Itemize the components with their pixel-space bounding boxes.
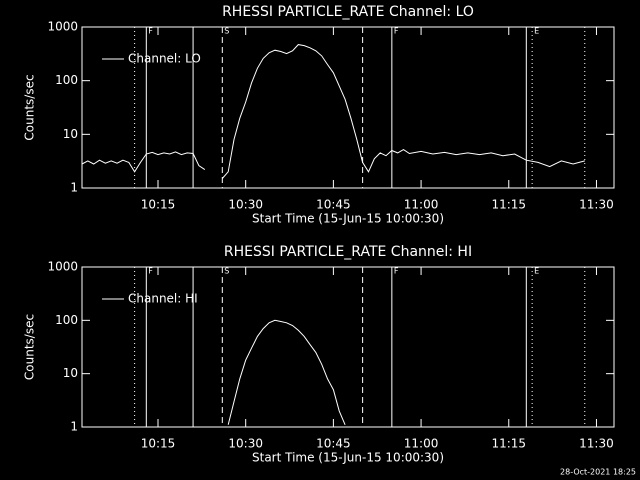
- x-tick-label: 10:15: [141, 198, 176, 212]
- x-tick-label: 10:30: [228, 437, 263, 451]
- x-tick-label: 11:00: [404, 437, 439, 451]
- chart-title: RHESSI PARTICLE_RATE Channel: HI: [224, 244, 472, 260]
- time-marker-label: E: [534, 267, 539, 276]
- x-tick-label: 11:30: [579, 437, 614, 451]
- time-marker-label: F: [148, 27, 153, 36]
- plot-frame: [81, 26, 615, 189]
- legend-label: Channel: LO: [128, 52, 201, 66]
- x-tick-label: 11:00: [404, 198, 439, 212]
- y-tick-label: 100: [55, 313, 78, 327]
- x-tick-label: 10:45: [316, 198, 351, 212]
- y-tick-label: 100: [55, 73, 78, 87]
- x-tick-label: 11:30: [579, 198, 614, 212]
- y-tick-label: 1: [70, 181, 78, 195]
- data-line: [81, 44, 585, 179]
- x-tick-label: 10:15: [141, 437, 176, 451]
- time-marker-label: S: [224, 267, 229, 276]
- x-tick-label: 11:15: [491, 437, 526, 451]
- time-marker-label: F: [394, 27, 399, 36]
- chart-title: RHESSI PARTICLE_RATE Channel: LO: [222, 4, 474, 20]
- x-tick-label: 11:15: [491, 198, 526, 212]
- y-axis-label: Counts/sec: [23, 314, 37, 380]
- y-tick-label: 10: [63, 127, 78, 141]
- y-tick-label: 1: [70, 420, 78, 434]
- plot-frame: [81, 266, 615, 428]
- x-axis-label: Start Time (15-Jun-15 10:00:30): [252, 451, 444, 465]
- x-axis-label: Start Time (15-Jun-15 10:00:30): [252, 212, 444, 226]
- y-tick-label: 10: [63, 366, 78, 380]
- data-line: [227, 319, 346, 425]
- time-marker-label: F: [148, 267, 153, 276]
- y-axis-label: Counts/sec: [23, 74, 37, 140]
- time-marker-label: S: [224, 27, 229, 36]
- x-tick-label: 10:30: [228, 198, 263, 212]
- legend-label: Channel: HI: [128, 292, 198, 306]
- time-marker-label: E: [534, 27, 539, 36]
- x-tick-label: 10:45: [316, 437, 351, 451]
- footer-date: 28-Oct-2021 18:25: [560, 468, 636, 477]
- y-tick-label: 1000: [47, 260, 78, 274]
- y-tick-label: 1000: [47, 20, 78, 34]
- time-marker-label: F: [394, 267, 399, 276]
